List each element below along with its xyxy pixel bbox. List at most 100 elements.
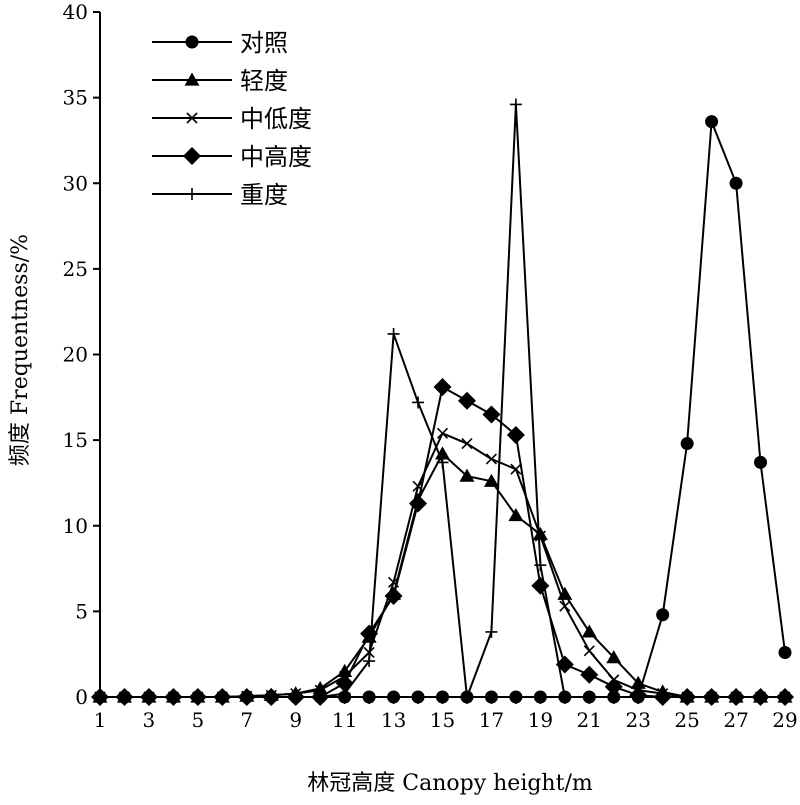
legend-label: 轻度: [240, 67, 288, 95]
x-tick-label: 15: [430, 708, 455, 732]
data-point: [534, 530, 546, 542]
data-point: [580, 665, 599, 684]
data-point: [778, 645, 792, 659]
data-point: [411, 690, 425, 704]
data-point: [754, 691, 767, 703]
data-point: [509, 690, 523, 704]
y-tick-label: 35: [63, 86, 88, 110]
y-tick-label: 0: [75, 685, 88, 709]
legend-marker: [186, 188, 198, 200]
data-point: [506, 425, 525, 444]
legend-item: 对照: [152, 29, 288, 57]
data-point: [314, 691, 327, 703]
x-tick-label: 27: [723, 708, 748, 732]
series-layer: [91, 98, 794, 706]
data-point: [360, 624, 379, 643]
x-tick-label: 17: [479, 708, 504, 732]
x-tick-label: 9: [289, 708, 302, 732]
data-point: [289, 691, 302, 703]
series-line: [100, 452, 785, 698]
data-point: [508, 507, 524, 522]
data-point: [482, 405, 501, 424]
data-point: [632, 691, 645, 703]
axes: [99, 12, 785, 698]
data-point: [483, 473, 499, 487]
data-point: [433, 378, 452, 397]
legend-marker: [183, 147, 201, 165]
data-point: [729, 176, 743, 190]
data-point: [484, 690, 498, 704]
data-point: [705, 115, 719, 129]
data-point: [435, 446, 450, 460]
legend-item: 中低度: [152, 105, 312, 133]
data-point: [583, 645, 595, 657]
x-tick-label: 11: [332, 708, 357, 732]
data-point: [533, 690, 547, 704]
data-point: [94, 691, 106, 703]
x-tick-label: 7: [240, 708, 253, 732]
series-4: [91, 378, 794, 706]
legend-marker: [185, 35, 199, 49]
y-tick-label: 10: [63, 514, 88, 538]
data-point: [409, 494, 428, 513]
data-point: [583, 691, 596, 703]
x-axis-title: 林冠高度 Canopy height/m: [307, 771, 593, 796]
data-point: [436, 690, 449, 704]
data-point: [604, 677, 623, 696]
data-point: [191, 691, 204, 703]
data-point: [461, 437, 473, 450]
data-point: [338, 687, 351, 700]
legend-marker: [184, 72, 200, 86]
data-point: [142, 691, 155, 703]
x-tick-label: 13: [381, 708, 406, 732]
data-point: [681, 691, 694, 703]
data-point: [457, 391, 476, 410]
series-1: [93, 115, 792, 704]
legend-item: 中高度: [152, 143, 312, 171]
series-2: [92, 446, 793, 703]
y-tick-label: 5: [75, 599, 88, 623]
data-point: [559, 600, 571, 612]
x-tick-label: 3: [143, 708, 156, 732]
legend-label: 重度: [240, 181, 288, 209]
legend-label: 中低度: [240, 105, 312, 133]
data-point: [509, 98, 522, 111]
data-point: [362, 690, 376, 704]
x-tick-label: 19: [528, 708, 553, 732]
data-point: [531, 576, 550, 595]
data-point: [460, 691, 473, 703]
legend-item: 轻度: [152, 67, 288, 95]
data-point: [779, 691, 791, 703]
data-point: [459, 468, 475, 482]
data-point: [606, 650, 622, 664]
series-line: [100, 120, 786, 698]
data-point: [485, 625, 498, 638]
data-point: [680, 437, 694, 451]
data-point: [118, 691, 131, 703]
series-5: [94, 98, 791, 703]
data-point: [436, 456, 449, 469]
data-point: [363, 655, 376, 668]
data-point: [167, 691, 180, 703]
y-tick-labels: 0 5 10 15 20 25 30 35 40: [63, 0, 100, 709]
data-point: [730, 691, 743, 703]
data-point: [384, 586, 403, 605]
legend-label: 对照: [240, 29, 288, 57]
data-point: [607, 691, 620, 703]
y-tick-label: 15: [63, 428, 88, 452]
y-tick-label: 40: [63, 0, 88, 24]
data-point: [387, 327, 400, 340]
y-axis-title: 频度 Frequentness/%: [8, 234, 33, 466]
data-point: [387, 690, 401, 704]
legend-label: 中高度: [240, 143, 312, 171]
x-tick-label: 25: [674, 708, 699, 732]
data-point: [240, 691, 253, 703]
data-point: [656, 608, 670, 622]
data-point: [436, 427, 449, 439]
data-point: [754, 455, 768, 469]
data-point: [558, 691, 571, 703]
data-point: [412, 396, 425, 409]
